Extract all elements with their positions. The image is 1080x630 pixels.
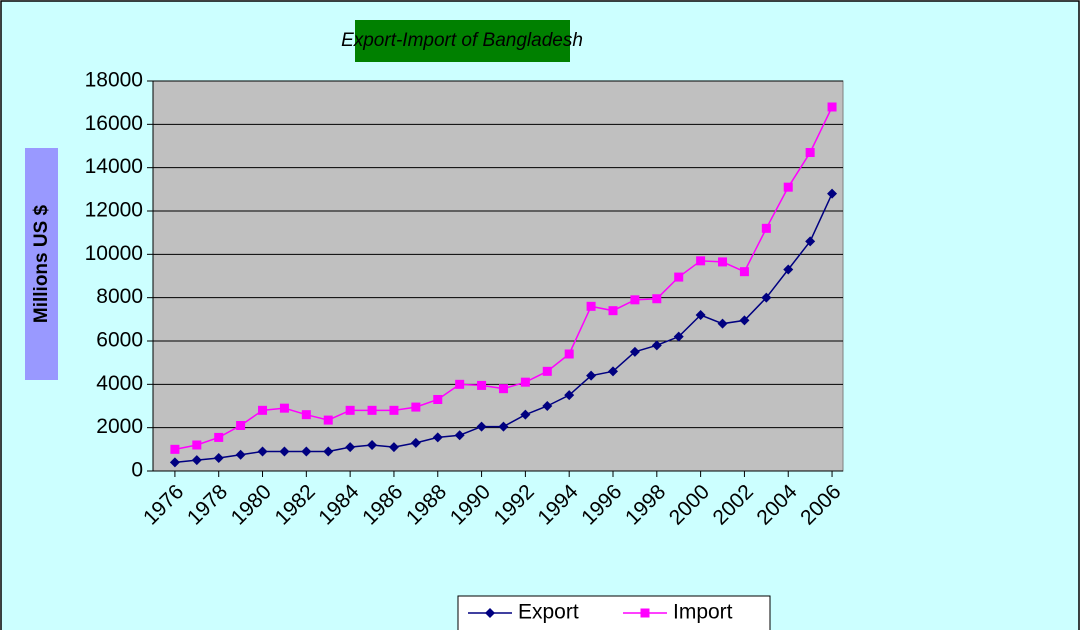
legend-marker xyxy=(485,608,495,618)
data-point xyxy=(629,346,640,357)
y-axis-label: Millions US $ xyxy=(31,204,52,323)
data-point xyxy=(455,379,465,389)
data-point xyxy=(367,405,377,415)
data-point xyxy=(323,446,334,457)
data-point xyxy=(191,455,202,466)
data-point xyxy=(608,306,618,316)
data-point xyxy=(564,349,574,359)
data-point xyxy=(674,272,684,282)
data-point xyxy=(410,437,421,448)
y-label-box xyxy=(25,148,58,380)
data-point xyxy=(433,395,443,404)
data-point xyxy=(520,377,530,387)
data-point xyxy=(586,370,597,381)
data-point xyxy=(214,432,224,442)
data-point xyxy=(388,442,399,453)
chart-title: Export-Import of Bangladesh xyxy=(341,30,583,51)
plot-area xyxy=(152,80,844,472)
y-tick-label: 8000 xyxy=(96,285,143,308)
data-point xyxy=(805,148,815,157)
data-point xyxy=(257,446,268,457)
data-point xyxy=(235,449,246,460)
title-box xyxy=(355,20,570,62)
data-point xyxy=(454,430,465,441)
data-point xyxy=(695,310,706,320)
data-point xyxy=(739,315,750,326)
data-point xyxy=(520,409,531,420)
y-tick-label: 6000 xyxy=(96,329,143,352)
data-point xyxy=(652,294,662,304)
data-point xyxy=(345,405,355,415)
data-point xyxy=(783,264,794,275)
data-point xyxy=(170,444,180,454)
data-point xyxy=(258,405,268,415)
y-tick-label: 18000 xyxy=(85,69,143,92)
data-point xyxy=(236,421,246,430)
data-point xyxy=(761,223,771,233)
data-point xyxy=(586,301,596,311)
data-point xyxy=(301,410,311,420)
y-tick-label: 12000 xyxy=(85,199,143,222)
legend-label: Import xyxy=(673,601,733,624)
data-point xyxy=(608,366,618,377)
data-point xyxy=(279,446,290,457)
data-point xyxy=(169,457,180,468)
data-point xyxy=(389,405,399,415)
data-point xyxy=(805,236,816,247)
data-point xyxy=(367,440,378,450)
y-tick-label: 4000 xyxy=(96,372,143,395)
y-tick-label: 16000 xyxy=(85,112,143,135)
data-point xyxy=(192,440,202,450)
data-point xyxy=(827,188,838,199)
data-point xyxy=(213,453,224,463)
data-point xyxy=(301,446,312,457)
data-point xyxy=(761,292,772,303)
data-point xyxy=(718,257,728,267)
data-point xyxy=(630,295,640,305)
data-point xyxy=(432,432,443,443)
y-tick-label: 10000 xyxy=(85,242,143,265)
data-point xyxy=(542,366,552,376)
y-tick-label: 2000 xyxy=(96,415,143,438)
data-point xyxy=(279,403,289,413)
data-point xyxy=(498,384,508,394)
data-point xyxy=(323,415,333,425)
legend-marker xyxy=(640,608,650,618)
data-point xyxy=(564,390,575,401)
data-point xyxy=(476,421,487,432)
legend-label: Export xyxy=(518,601,579,624)
legend-box xyxy=(457,595,771,630)
data-point xyxy=(739,267,749,277)
data-point xyxy=(477,380,487,390)
data-point xyxy=(696,256,706,266)
data-point xyxy=(717,318,728,329)
y-tick-label: 14000 xyxy=(85,155,143,178)
data-point xyxy=(651,340,662,351)
y-tick-label: 0 xyxy=(131,459,143,482)
data-point xyxy=(673,331,684,342)
data-point xyxy=(411,402,421,412)
data-point xyxy=(542,401,553,411)
data-point xyxy=(827,102,837,112)
data-point xyxy=(345,442,356,453)
data-point xyxy=(783,182,793,192)
data-point xyxy=(498,421,509,432)
